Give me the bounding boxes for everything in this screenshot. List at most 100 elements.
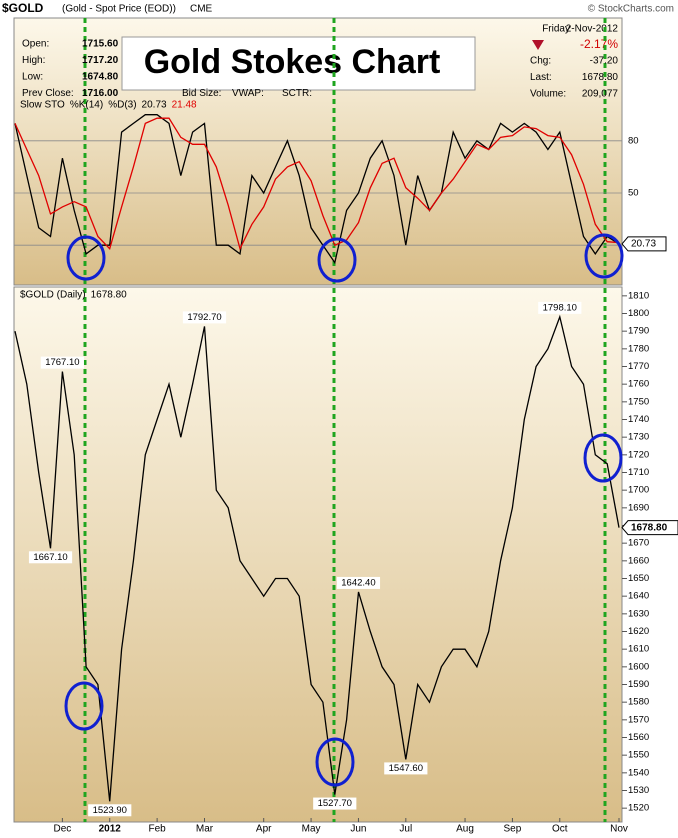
- annotation: 1527.70: [318, 798, 352, 809]
- y-tick-label: 1670: [628, 538, 649, 549]
- chart-title: Gold Stokes Chart: [144, 43, 441, 81]
- price-tag-label: 20.73: [631, 239, 656, 250]
- price-tag: [621, 520, 678, 536]
- circle: [66, 235, 106, 281]
- y-tick-label: 1630: [628, 608, 649, 619]
- y-tick-label: 1540: [628, 767, 649, 778]
- y-tick-label: 1600: [628, 661, 649, 672]
- annotation-box: [182, 311, 227, 324]
- annotation-box: [336, 576, 381, 589]
- y-tick-label: 1800: [628, 308, 649, 319]
- series-line: [14, 117, 620, 251]
- y-tick-label: 1750: [628, 396, 649, 407]
- legend-value: 1678.80: [91, 290, 128, 301]
- y-tick-label: 1570: [628, 714, 649, 725]
- x-tick-label: Dec: [53, 824, 71, 835]
- y-tick-label: 1520: [628, 803, 649, 814]
- annotation: 1767.10: [45, 357, 79, 368]
- exchange: CME: [190, 4, 213, 15]
- x-tick-label: May: [302, 824, 321, 835]
- quote-value: -37.20: [590, 56, 619, 67]
- annotation-box: [538, 301, 582, 314]
- price-tag-label: 1678.80: [631, 522, 668, 533]
- quote-value: 1674.80: [82, 72, 119, 83]
- y-tick-label: 1590: [628, 679, 649, 690]
- x-tick-label: Nov: [610, 824, 628, 835]
- y-tick-label: 1770: [628, 361, 649, 372]
- quote-label: Bid Size:: [182, 88, 221, 99]
- quote-value: 1716.00: [82, 88, 119, 99]
- y-tick-label: 1690: [628, 502, 649, 513]
- y-tick-label: 1550: [628, 750, 649, 761]
- quote-label: SCTR:: [282, 88, 312, 99]
- legend-title: Slow STO: [20, 100, 65, 111]
- annotation: 1798.10: [543, 302, 577, 313]
- y-tick-label: 1560: [628, 732, 649, 743]
- marker-lines: [83, 18, 607, 822]
- y-tick-label: 1660: [628, 555, 649, 566]
- circle: [584, 233, 624, 279]
- circle: [64, 681, 104, 731]
- series-line: [14, 114, 620, 265]
- y-tick-label: 1740: [628, 414, 649, 425]
- y-tick-label: 1580: [628, 697, 649, 708]
- description: (Gold - Spot Price (EOD)): [62, 4, 176, 15]
- quote-label: High:: [22, 55, 45, 66]
- y-tick-label: 1810: [628, 290, 649, 301]
- x-tick-label: Oct: [552, 824, 568, 835]
- annotation-box: [28, 551, 73, 564]
- y-tick-label: 1720: [628, 449, 649, 460]
- quote-label: Prev Close:: [22, 88, 74, 99]
- y-tick-label: 1640: [628, 591, 649, 602]
- annotation-box: [88, 804, 132, 817]
- legend-value: 21.48: [172, 100, 197, 111]
- annotation: 1523.90: [93, 805, 127, 816]
- y-tick-label: 1530: [628, 785, 649, 796]
- y-tick-label: 1730: [628, 432, 649, 443]
- symbol: $GOLD: [2, 1, 44, 15]
- price-tag: [621, 236, 667, 252]
- quote-value: 1715.60: [82, 39, 119, 50]
- quote-value: 1717.20: [82, 55, 119, 66]
- quote-label: Last:: [530, 72, 552, 83]
- x-tick-label: Feb: [149, 824, 167, 835]
- x-tick-label: Apr: [256, 824, 272, 835]
- y-tick-label: 1760: [628, 379, 649, 390]
- legend-entry: %K(14): [70, 100, 103, 111]
- x-tick-label: Jul: [399, 824, 412, 835]
- annotation-box: [40, 356, 84, 369]
- annotation: 1667.10: [33, 552, 67, 563]
- circle: [317, 237, 357, 283]
- x-tick-label: Aug: [456, 824, 474, 835]
- quote-label: Low:: [22, 72, 43, 83]
- y-tick-label: 1650: [628, 573, 649, 584]
- highlight-circles: [64, 233, 624, 787]
- credit: © StockCharts.com: [588, 4, 674, 15]
- annotation-box: [384, 762, 428, 775]
- x-tick-label: Mar: [196, 824, 214, 835]
- x-tick-label: Jun: [350, 824, 366, 835]
- down-arrow: [532, 40, 544, 50]
- quote-value: 1678.80: [582, 72, 619, 83]
- y-tick-label: 1710: [628, 467, 649, 478]
- legend-entry: $GOLD (Daily): [20, 290, 86, 301]
- x-tick-label: 2012: [99, 824, 122, 835]
- x-tick-label: Sep: [504, 824, 522, 835]
- quote-label: VWAP:: [232, 88, 264, 99]
- y-tick-label: 1610: [628, 644, 649, 655]
- series-line: [14, 314, 620, 802]
- quote-date: 2-Nov-2012: [566, 24, 619, 35]
- circle: [583, 433, 623, 483]
- quote-label: Open:: [22, 39, 49, 50]
- price-panel: [13, 286, 623, 823]
- annotation: 1547.60: [389, 763, 423, 774]
- title-box: [121, 36, 476, 91]
- y-tick-label: 50: [628, 188, 639, 199]
- change-pct: -2.17%: [580, 37, 618, 51]
- y-tick-label: 80: [628, 135, 639, 146]
- y-tick-label: 1780: [628, 343, 649, 354]
- quote-day: Friday: [542, 24, 570, 35]
- annotation: 1642.40: [341, 577, 375, 588]
- quote-label: Volume:: [530, 89, 566, 100]
